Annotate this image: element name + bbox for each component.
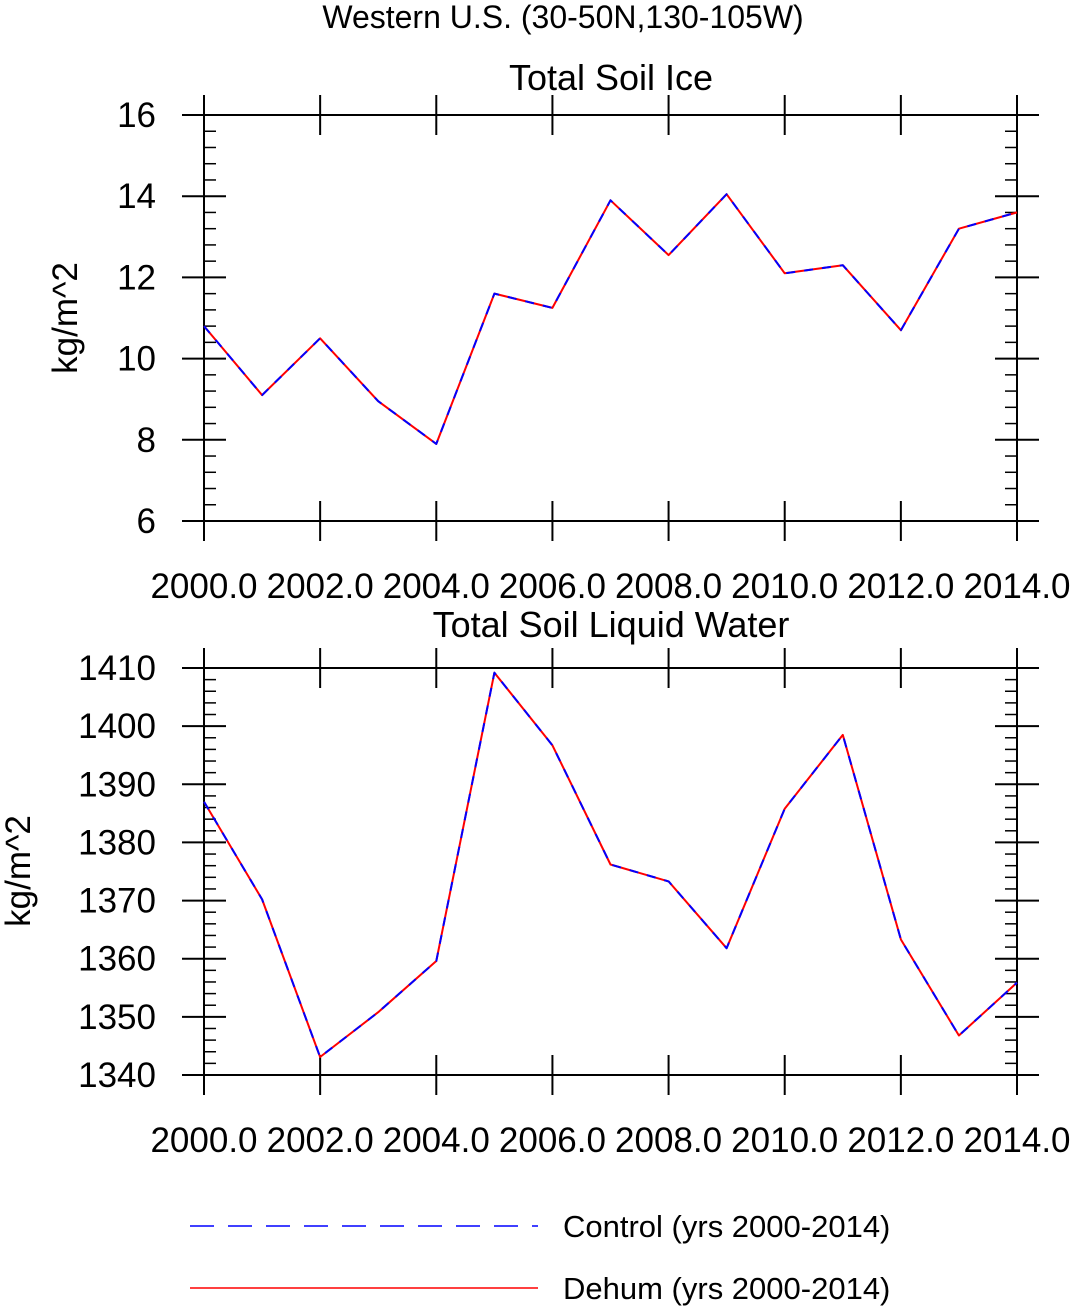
- y-tick-label: 1390: [78, 765, 156, 804]
- x-tick-label: 2006.0: [499, 1121, 606, 1160]
- series-line-dehum: [203, 671, 1018, 1058]
- x-tick-label: 2000.0: [150, 567, 257, 606]
- y-tick-label: 1380: [78, 823, 156, 862]
- panel-total-soil-liquid-water: Total Soil Liquid Water kg/m^2 2000.0 200…: [0, 604, 1071, 1160]
- panel-title: Total Soil Liquid Water: [433, 604, 790, 645]
- x-tick-label: 2002.0: [267, 1121, 374, 1160]
- y-tick-label: 1400: [78, 707, 156, 746]
- x-tick-label: 2014.0: [963, 1121, 1070, 1160]
- x-tick-label: 2006.0: [499, 567, 606, 606]
- y-tick-label: 1350: [78, 998, 156, 1037]
- series-line-control: [203, 671, 1018, 1058]
- plot-frame: [203, 114, 1018, 522]
- y-axis-label: kg/m^2: [0, 815, 38, 927]
- x-tick-label: 2010.0: [731, 567, 838, 606]
- figure-title: Western U.S. (30-50N,130-105W): [322, 0, 803, 35]
- x-tick-label: 2014.0: [963, 567, 1070, 606]
- y-tick-label: 6: [137, 502, 156, 541]
- series-line-dehum: [203, 193, 1018, 445]
- legend-label-dehum: Dehum (yrs 2000-2014): [563, 1271, 890, 1306]
- y-tick-label: 16: [117, 96, 156, 135]
- x-tick-label: 2010.0: [731, 1121, 838, 1160]
- y-tick-label: 8: [137, 421, 156, 460]
- y-axis-label: kg/m^2: [46, 262, 85, 374]
- y-tick-label: 1410: [78, 649, 156, 688]
- legend-item-control: Control (yrs 2000-2014): [190, 1209, 890, 1244]
- y-tick-label: 14: [117, 177, 156, 216]
- series-line-control: [203, 193, 1018, 445]
- x-tick-label: 2002.0: [267, 567, 374, 606]
- y-tick-label: 1360: [78, 940, 156, 979]
- plot-frame: [203, 667, 1018, 1076]
- y-tick-label: 1340: [78, 1056, 156, 1095]
- y-tick-label: 12: [117, 258, 156, 297]
- legend-item-dehum: Dehum (yrs 2000-2014): [190, 1271, 890, 1306]
- x-tick-label: 2012.0: [847, 567, 954, 606]
- x-tick-label: 2004.0: [383, 1121, 490, 1160]
- legend-label-control: Control (yrs 2000-2014): [563, 1209, 890, 1244]
- x-tick-label: 2004.0: [383, 567, 490, 606]
- panel-title: Total Soil Ice: [509, 57, 713, 98]
- panel-total-soil-ice: Total Soil Ice kg/m^2 2000.0 2002.0 2004.0…: [46, 57, 1071, 606]
- y-tick-label: 1370: [78, 882, 156, 921]
- x-tick-label: 2012.0: [847, 1121, 954, 1160]
- x-tick-label: 2008.0: [615, 567, 722, 606]
- legend: Control (yrs 2000-2014) Dehum (yrs 2000-…: [190, 1209, 890, 1306]
- x-tick-label: 2008.0: [615, 1121, 722, 1160]
- x-tick-label: 2000.0: [150, 1121, 257, 1160]
- y-tick-label: 10: [117, 340, 156, 379]
